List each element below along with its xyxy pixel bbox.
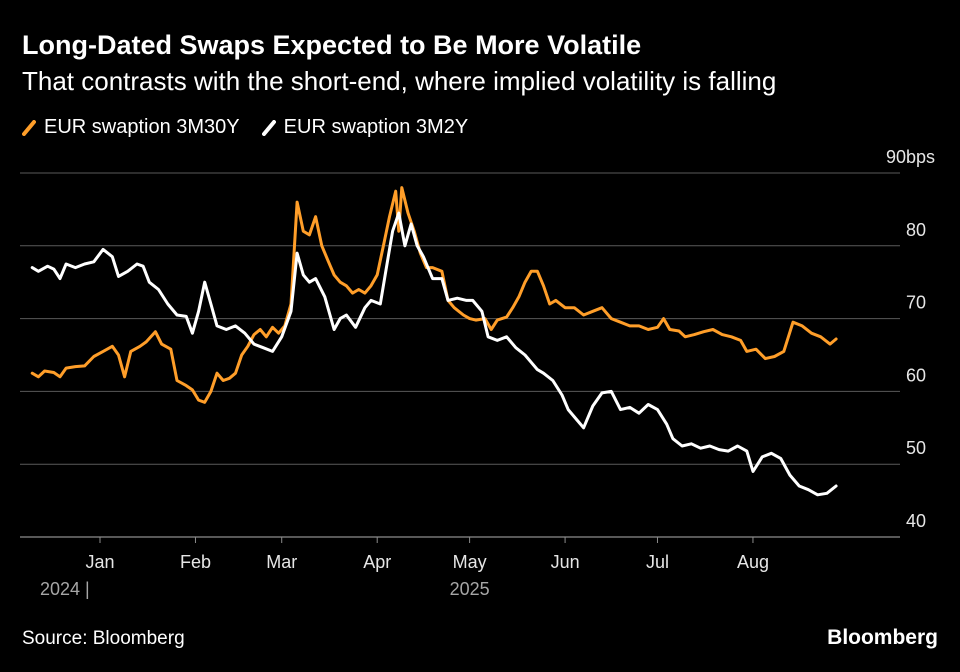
year-label-2025: 2025 (450, 579, 490, 599)
line-chart: 90bps 80 70 60 50 40 Jan Feb Mar Apr May Jun Jul Aug 2… (20, 147, 935, 599)
year-label-2024: 2024 | (40, 579, 90, 599)
chart-legend: EUR swaption 3M30Y EUR swaption 3M2Y (22, 116, 490, 139)
series-eur-swaption-3m2y (30, 211, 838, 497)
x-tick-label-jul: Jul (646, 552, 669, 572)
y-tick-label-60: 60 (906, 365, 926, 385)
y-tick-label-40: 40 (906, 511, 926, 531)
x-tick-label-may: May (453, 552, 487, 572)
series-line-eur-swaption-3m2y (30, 211, 838, 497)
x-tick-label-apr: Apr (363, 552, 391, 572)
x-tick-label-mar: Mar (266, 552, 297, 572)
series-eur-swaption-3m30y (30, 186, 838, 404)
x-tick-label-jun: Jun (551, 552, 580, 572)
legend-swatch-orange-icon (22, 119, 36, 136)
series-line-eur-swaption-3m30y (30, 186, 838, 404)
chart-subtitle: That contrasts with the short-end, where… (22, 66, 777, 96)
bloomberg-logo: Bloomberg (827, 626, 938, 649)
legend-swatch-white-icon (261, 119, 276, 136)
y-tick-label-80: 80 (906, 220, 926, 240)
x-tick-label-jan: Jan (85, 552, 114, 572)
y-tick-label-50: 50 (906, 438, 926, 458)
y-tick-label-90: 90bps (886, 147, 935, 167)
legend-label-eur-3m2y: EUR swaption 3M2Y (283, 116, 469, 138)
legend-item-eur-3m30y: EUR swaption 3M30Y (22, 116, 240, 139)
x-tick-label-aug: Aug (737, 552, 769, 572)
legend-label-eur-3m30y: EUR swaption 3M30Y (44, 116, 240, 138)
legend-item-eur-3m2y: EUR swaption 3M2Y (261, 116, 469, 139)
y-tick-label-70: 70 (906, 293, 926, 313)
x-tick-label-feb: Feb (180, 552, 211, 572)
chart-title: Long-Dated Swaps Expected to Be More Vol… (22, 30, 642, 60)
source-note: Source: Bloomberg (22, 628, 185, 649)
